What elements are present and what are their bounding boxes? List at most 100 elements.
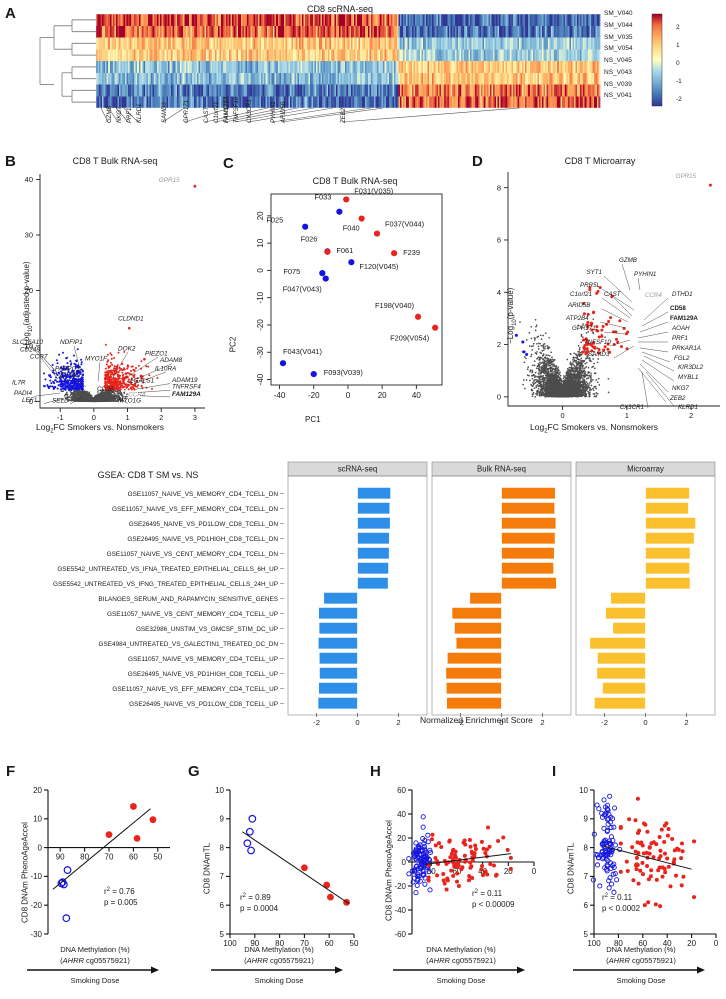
panel-d-xlabel: Log2FC Smokers vs. Nonsmokers <box>530 422 658 435</box>
heatmap-gene-label: C1orf21 <box>214 101 220 123</box>
xlabel-pre: Log <box>530 422 545 432</box>
panel-e-xlabel: Normalized Enrichment Score <box>420 715 533 725</box>
panel-c-letter: C <box>223 155 234 172</box>
panel-f-letter: F <box>6 763 16 780</box>
panel-i-caption-line1: DNA Methylation (%) <box>606 945 676 954</box>
svg-text:10: 10 <box>25 341 33 350</box>
heatmap-sample-label: SM_V040 <box>604 10 633 17</box>
svg-text:1: 1 <box>125 413 129 422</box>
panel-c-xlabel: PC1 <box>305 415 321 424</box>
panel-i-letter: I <box>552 763 557 780</box>
ahrr-gene: AHRR <box>608 956 630 965</box>
panel-e-gsea-svg: GSE11057_NAIVE_VS_MEMORY_CD4_TCELL_DNGSE… <box>53 461 716 727</box>
ylabel-pre: −Log <box>22 332 32 351</box>
panel-i: I 5 6 7 8 9 10 100 80 60 40 20 0 r2 = 0.11 p < 0.0002… <box>546 748 726 999</box>
panel-f-caption: DNA Methylation (%) (AHRR cg05575921) Sm… <box>20 944 170 986</box>
panel-g-caption-line3: Smoking Dose <box>254 976 304 985</box>
xlabel-pre: Log <box>36 422 51 432</box>
panel-d-letter: D <box>472 153 483 170</box>
panel-e-title: GSEA: CD8 T SM vs. NS <box>97 470 199 480</box>
panel-g-arrow <box>204 966 354 975</box>
heatmap-gene-label: ZEB2 <box>341 107 347 123</box>
colorbar-tick: 2 <box>676 24 680 31</box>
heatmap-gene-label: FAM129A <box>224 95 230 123</box>
panel-f: F -30 -20 -10 0 10 20 90 80 70 60 50 r2 = 0.76 p = 0… <box>0 748 182 999</box>
panel-h-caption-line1: DNA Methylation (%) <box>426 945 496 954</box>
ylabel-pre: −Log <box>506 325 516 344</box>
panel-f-ylabel: CD8 DNAm PhenoAgeAccel <box>20 822 30 923</box>
ahrr-gene: AHRR <box>62 956 84 965</box>
heatmap-gene-label: CX3CR1 <box>247 99 253 123</box>
panel-b-ylabel: −Log10(adjusted p-value) <box>22 226 34 386</box>
ylabel-sub: 10 <box>511 319 518 326</box>
heatmap-sample-label: NS_V039 <box>604 80 632 88</box>
cpg-id: cg05575921 <box>267 956 312 965</box>
heatmap-sample-label: SM_V044 <box>604 21 633 29</box>
svg-text:-1: -1 <box>57 413 64 422</box>
panel-g: G 5 6 7 8 9 10 100 90 80 70 60 50 r2 = 0.89 p = 0.000… <box>182 748 364 999</box>
panel-b-letter: B <box>5 153 16 170</box>
ylabel-post: (adjusted p-value) <box>22 261 32 326</box>
panel-b-title: CD8 T Bulk RNA-seq <box>72 156 158 166</box>
panel-e-letter: E <box>5 487 16 504</box>
ylabel-post: (p-value) <box>506 287 516 320</box>
cpg-id: cg05575921 <box>629 956 674 965</box>
cpg-id: cg05575921 <box>83 956 128 965</box>
colorbar-tick: -1 <box>676 78 682 85</box>
panel-f-caption-line2: (AHRR cg05575921) <box>60 956 130 965</box>
panel-a: A CD8 scRNA-seq SM_V040 SM_V044 SM_V035 SM_… <box>0 0 726 150</box>
panel-f-arrow <box>20 966 170 975</box>
panel-i-ylabel: CD8 DNAmTL <box>566 842 576 895</box>
heatmap-gene-label: PRF1 <box>127 107 133 123</box>
svg-text:20: 20 <box>25 286 33 295</box>
colorbar-tick: -2 <box>676 96 682 103</box>
panel-i-caption-line3: Smoking Dose <box>616 976 666 985</box>
heatmap-sample-label: NS_V041 <box>604 92 632 100</box>
svg-text:0: 0 <box>29 397 33 406</box>
heatmap-gene-label: PYHIN1 <box>271 101 277 123</box>
heatmap-gene-label: TNFSF10 <box>234 96 240 123</box>
colorbar-tick: 0 <box>676 60 680 67</box>
panel-d-title: CD8 T Microarray <box>564 156 636 166</box>
svg-text:40: 40 <box>25 175 33 184</box>
panel-g-letter: G <box>188 763 200 780</box>
ahrr-gene: AHRR <box>428 956 450 965</box>
panel-g-ylabel: CD8 DNAmTL <box>202 842 212 895</box>
panel-e: E GSEA: CD8 T SM vs. NS GSE11057_NAIVE_V… <box>0 440 726 745</box>
svg-text:3: 3 <box>193 413 197 422</box>
xlabel-post: FC Smokers vs. Nonsmokers <box>547 422 659 432</box>
panel-h-arrow <box>386 966 536 975</box>
heatmap-gene-label: GZMB <box>107 105 113 123</box>
heatmap-sample-label: NS_V045 <box>604 57 632 64</box>
heatmap-gene-label: GPR171 <box>184 99 190 123</box>
panel-h-caption-line3: Smoking Dose <box>436 976 486 985</box>
panel-g-caption: DNA Methylation (%) (AHRR cg05575921) Sm… <box>204 944 354 986</box>
panel-a-title: CD8 scRNA-seq <box>306 4 373 14</box>
panel-h-letter: H <box>370 763 381 780</box>
heatmap-gene-label: NKG7 <box>117 106 123 123</box>
ahrr-gene: AHRR <box>246 956 268 965</box>
panel-h-ylabel: CD8 DNAm PhenoAgeAccel <box>384 820 394 921</box>
panel-f-caption-line3: Smoking Dose <box>70 976 120 985</box>
panel-h-scatter-svg: -60-40-200204060806040200r2 = 0.11p < 0.… <box>394 786 536 939</box>
ylabel-sub: 10 <box>27 325 34 333</box>
panel-f-caption-line1: DNA Methylation (%) <box>60 945 130 954</box>
panel-g-caption-line2: (AHRR cg05575921) <box>244 956 314 965</box>
heatmap-sample-label: SM_V035 <box>604 33 633 41</box>
cpg-id: cg05575921 <box>449 956 494 965</box>
panel-c-ylabel: PC2 <box>228 336 238 353</box>
xlabel-sub: 2 <box>50 428 54 435</box>
xlabel-post: FC Smokers vs. Nonsmokers <box>53 422 165 432</box>
panel-c-title: CD8 T Bulk RNA-seq <box>312 176 398 186</box>
panel-h: H -60-40-200204060806040200r2 = 0.11p < … <box>364 748 546 999</box>
panel-i-caption-line2: (AHRR cg05575921) <box>606 956 676 965</box>
panel-i-arrow <box>566 966 716 975</box>
panel-g-caption-line1: DNA Methylation (%) <box>244 945 314 954</box>
panel-c: C CD8 T Bulk RNA-seq -40 -20 0 20 40 -40 -30 -2… <box>205 150 465 440</box>
heatmap-gene-label: ARID5B <box>281 101 287 123</box>
